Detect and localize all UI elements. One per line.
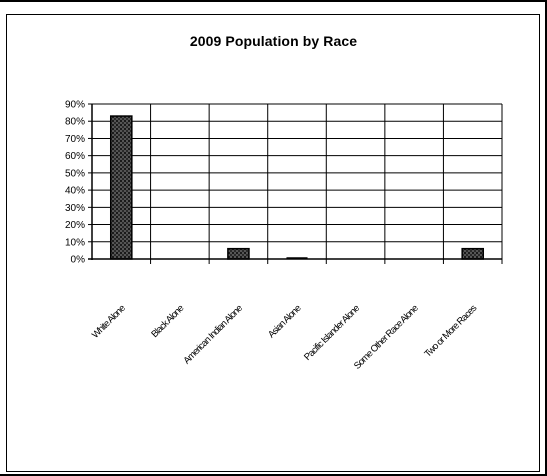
y-tick-label: 30%: [65, 203, 85, 214]
frame-top-line: [0, 0, 547, 2]
y-tick-label: 70%: [65, 134, 85, 145]
y-tick-label: 10%: [65, 237, 85, 248]
x-category-label: Some Other Race Alone: [352, 303, 421, 372]
y-tick-label: 50%: [65, 168, 85, 179]
bar: [227, 247, 250, 260]
chart-container: [6, 14, 540, 472]
y-tick-labels: 0% 10% 20% 30% 40% 50% 60% 70% 80% 90%: [65, 100, 85, 266]
x-category-label: Pacific Islander Alone: [302, 303, 362, 363]
axes: [88, 103, 503, 264]
x-category-label: Black Alone: [149, 303, 186, 340]
y-tick-label: 90%: [65, 100, 85, 111]
y-tick-label: 20%: [65, 220, 85, 231]
x-category-label: White Alone: [90, 303, 128, 341]
y-tick-label: 80%: [65, 117, 85, 128]
gridlines: [92, 103, 503, 259]
x-category-label: American Indian Alone: [181, 303, 244, 366]
y-tick-label: 0%: [71, 255, 86, 266]
x-category-label: Two or More Races: [422, 303, 479, 360]
y-tick-label: 40%: [65, 186, 85, 197]
x-category-label: Asian Alone: [266, 303, 303, 340]
bar: [461, 247, 485, 260]
bars: [109, 115, 485, 260]
bar: [109, 115, 133, 260]
y-tick-label: 60%: [65, 151, 85, 162]
chart-title: 2009 Population by Race: [189, 33, 358, 49]
